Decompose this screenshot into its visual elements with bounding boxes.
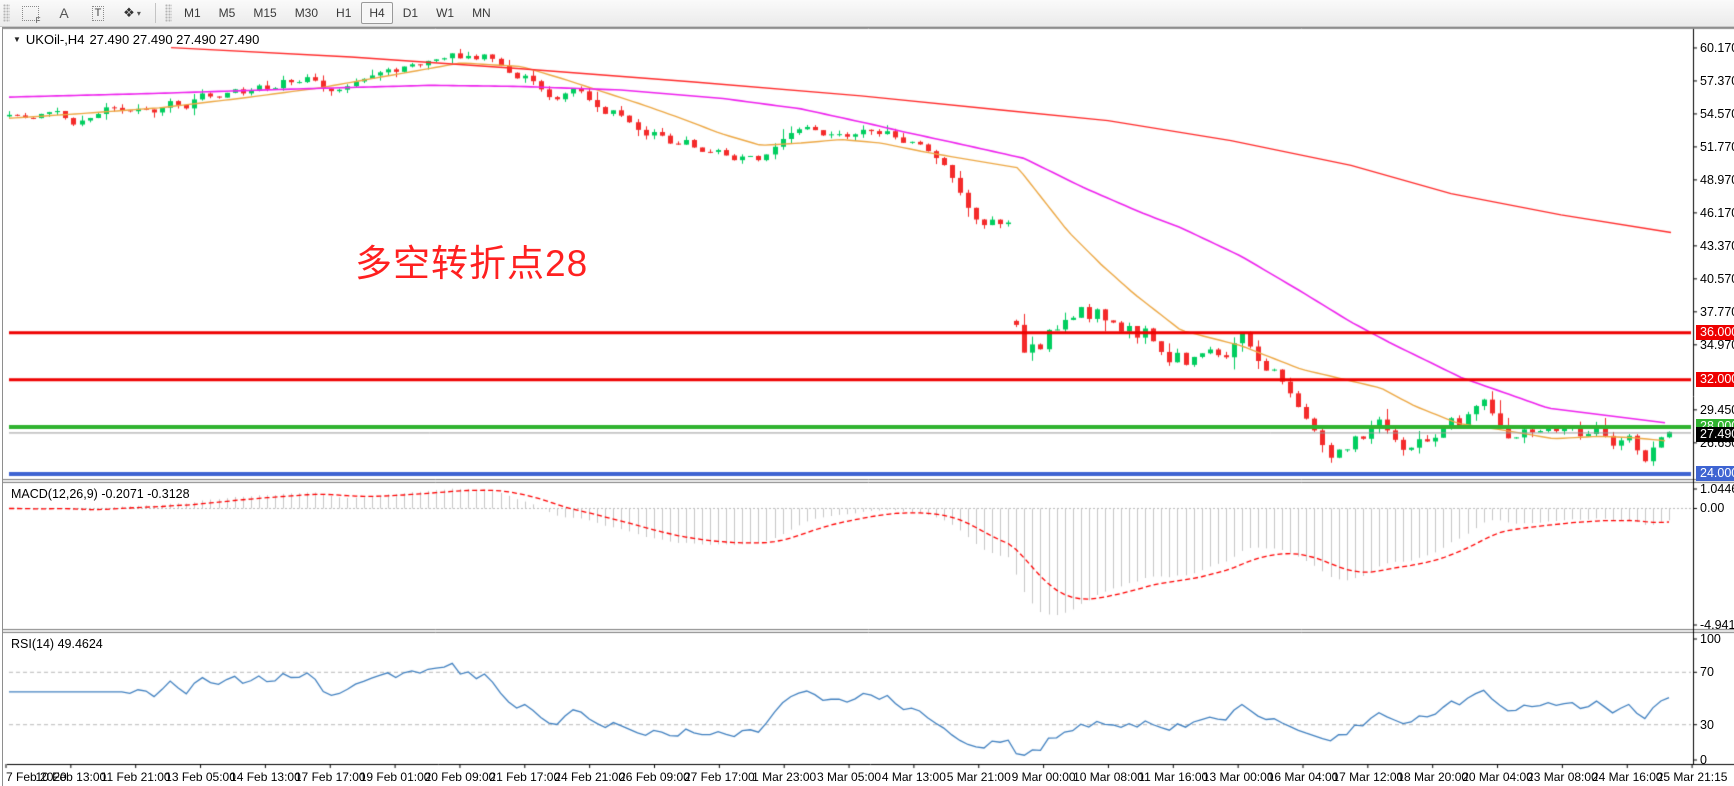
price-tick-label: 40.570 bbox=[1700, 271, 1734, 286]
time-axis-label: 13 Feb 05:00 bbox=[165, 770, 236, 784]
letter-a-icon: A bbox=[59, 5, 69, 21]
rsi-axis-label: 30 bbox=[1700, 717, 1714, 732]
chart-title: ▼ UKOil-,H4 27.490 27.490 27.490 27.490 bbox=[13, 32, 259, 47]
hline-price-badge: 32.000 bbox=[1696, 371, 1734, 387]
time-axis-label: 20 Mar 04:00 bbox=[1462, 770, 1533, 784]
chart-title-collapse-icon[interactable]: ▼ bbox=[13, 35, 21, 44]
time-axis-label: 16 Mar 04:00 bbox=[1267, 770, 1339, 784]
hline-price-badge: 24.000 bbox=[1696, 466, 1734, 482]
time-axis-label: 25 Mar 21:15 bbox=[1656, 770, 1728, 784]
time-axis-label: 7 Feb 2020 bbox=[6, 770, 67, 784]
rsi-axis-label: 100 bbox=[1700, 632, 1721, 646]
price-tick-label: 51.770 bbox=[1700, 139, 1734, 154]
time-axis-label: 18 Mar 20:00 bbox=[1397, 770, 1469, 784]
price-tick-label: 46.170 bbox=[1700, 205, 1734, 220]
chart-canvas[interactable] bbox=[3, 28, 1734, 786]
time-axis-label: 26 Feb 09:00 bbox=[619, 770, 690, 784]
toolbar-grip-2[interactable] bbox=[165, 4, 172, 22]
macd-values: -0.2071 -0.3128 bbox=[101, 487, 190, 501]
arrows-tool-icon: ❖ bbox=[123, 5, 135, 20]
price-tick-label: 48.970 bbox=[1700, 172, 1734, 187]
time-axis-label: 23 Mar 08:00 bbox=[1527, 770, 1598, 784]
timeframe-button-mn[interactable]: MN bbox=[472, 6, 491, 20]
toolbar-separator bbox=[155, 3, 156, 23]
price-tick-label: 54.570 bbox=[1700, 106, 1734, 121]
timeframe-button-m1[interactable]: M1 bbox=[184, 6, 201, 20]
chart-window: ▼ UKOil-,H4 27.490 27.490 27.490 27.490 … bbox=[2, 27, 1734, 786]
price-tick-label: 43.370 bbox=[1700, 238, 1734, 253]
time-axis-label: 5 Mar 21:00 bbox=[946, 770, 1011, 784]
time-axis-label: 3 Mar 05:00 bbox=[817, 770, 882, 784]
chart-ohlc-label: 27.490 27.490 27.490 27.490 bbox=[89, 32, 260, 47]
current-price-badge: 27.490 bbox=[1696, 426, 1734, 442]
arrows-tool-button[interactable]: ❖ ▾ bbox=[115, 1, 149, 25]
price-tick-label: 29.450 bbox=[1700, 402, 1734, 417]
time-axis-label: 4 Mar 13:00 bbox=[881, 770, 946, 784]
rsi-axis-label: 70 bbox=[1700, 665, 1714, 680]
time-axis-label: 10 Mar 08:00 bbox=[1073, 770, 1144, 784]
timeframe-button-m15[interactable]: M15 bbox=[253, 6, 277, 20]
timeframe-button-w1[interactable]: W1 bbox=[436, 6, 455, 20]
price-tick-label: 37.770 bbox=[1700, 304, 1734, 319]
timeframe-button-m30[interactable]: M30 bbox=[294, 6, 319, 20]
time-axis-label: 24 Mar 16:00 bbox=[1591, 770, 1663, 784]
time-axis-label: 1 Mar 23:00 bbox=[752, 770, 817, 784]
timeframe-button-m5[interactable]: M5 bbox=[218, 6, 236, 20]
rsi-indicator-label: RSI(14) 49.4624 bbox=[11, 637, 103, 651]
time-axis-label: 19 Feb 01:00 bbox=[359, 770, 431, 784]
chevron-down-icon: ▾ bbox=[136, 8, 141, 18]
text-tool-button[interactable]: T bbox=[81, 1, 115, 25]
time-axis-label: 10 Feb 13:00 bbox=[35, 770, 107, 784]
time-axis-label: 27 Feb 17:00 bbox=[683, 770, 755, 784]
time-axis-label: 24 Feb 21:00 bbox=[554, 770, 626, 784]
time-axis-label: 21 Feb 17:00 bbox=[489, 770, 561, 784]
time-axis-label: 11 Mar 16:00 bbox=[1138, 770, 1209, 784]
rsi-value: 49.4624 bbox=[57, 637, 103, 651]
time-axis-label: 11 Feb 21:00 bbox=[100, 770, 171, 784]
chart-annotation-text[interactable]: 多空转折点28 bbox=[355, 243, 589, 284]
grid-f-tool-button[interactable]: F bbox=[13, 1, 47, 25]
macd-axis-label: -4.9417 bbox=[1700, 618, 1734, 632]
hline-price-badge: 36.000 bbox=[1696, 324, 1734, 340]
time-axis-label: 14 Feb 13:00 bbox=[230, 770, 301, 784]
top-toolbar: F A T ❖ ▾ M1 M5 M15 M30 H1 H4 D1 W1 MN bbox=[0, 0, 1734, 27]
timeframe-button-h1[interactable]: H1 bbox=[336, 6, 352, 20]
timeframe-button-d1[interactable]: D1 bbox=[402, 6, 419, 20]
time-axis-label: 13 Mar 00:00 bbox=[1202, 770, 1274, 784]
rsi-axis-label: 0 bbox=[1700, 753, 1707, 767]
text-label-tool-button[interactable]: A bbox=[47, 1, 81, 25]
macd-indicator-label: MACD(12,26,9) -0.2071 -0.3128 bbox=[11, 487, 190, 501]
price-tick-label: 34.970 bbox=[1700, 337, 1734, 352]
time-axis-label: 17 Feb 17:00 bbox=[294, 770, 366, 784]
price-tick-label: 60.170 bbox=[1700, 40, 1734, 55]
time-axis-label: 9 Mar 00:00 bbox=[1011, 770, 1076, 784]
price-tick-label: 57.370 bbox=[1700, 73, 1734, 88]
grid-f-icon: F bbox=[21, 5, 41, 25]
boxed-t-icon: T bbox=[91, 5, 105, 21]
time-axis-label: 20 Feb 09:00 bbox=[424, 770, 496, 784]
timeframe-button-group: M1 M5 M15 M30 H1 H4 D1 W1 MN bbox=[175, 2, 500, 24]
timeframe-button-h4[interactable]: H4 bbox=[361, 2, 393, 24]
macd-axis-label: 1.0446 bbox=[1700, 482, 1734, 496]
macd-axis-label: 0.00 bbox=[1700, 501, 1725, 516]
time-axis-label: 17 Mar 12:00 bbox=[1332, 770, 1404, 784]
toolbar-grip[interactable] bbox=[3, 4, 10, 22]
chart-symbol-label: UKOil-,H4 bbox=[25, 32, 85, 47]
